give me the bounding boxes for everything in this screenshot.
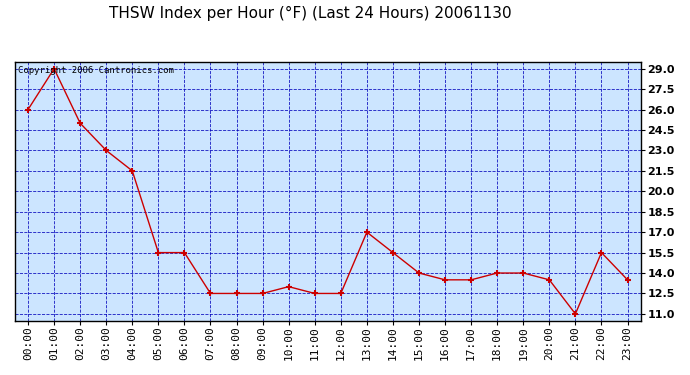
Text: THSW Index per Hour (°F) (Last 24 Hours) 20061130: THSW Index per Hour (°F) (Last 24 Hours)… bbox=[109, 6, 512, 21]
Text: Copyright 2006 Cantronics.com: Copyright 2006 Cantronics.com bbox=[18, 66, 174, 75]
